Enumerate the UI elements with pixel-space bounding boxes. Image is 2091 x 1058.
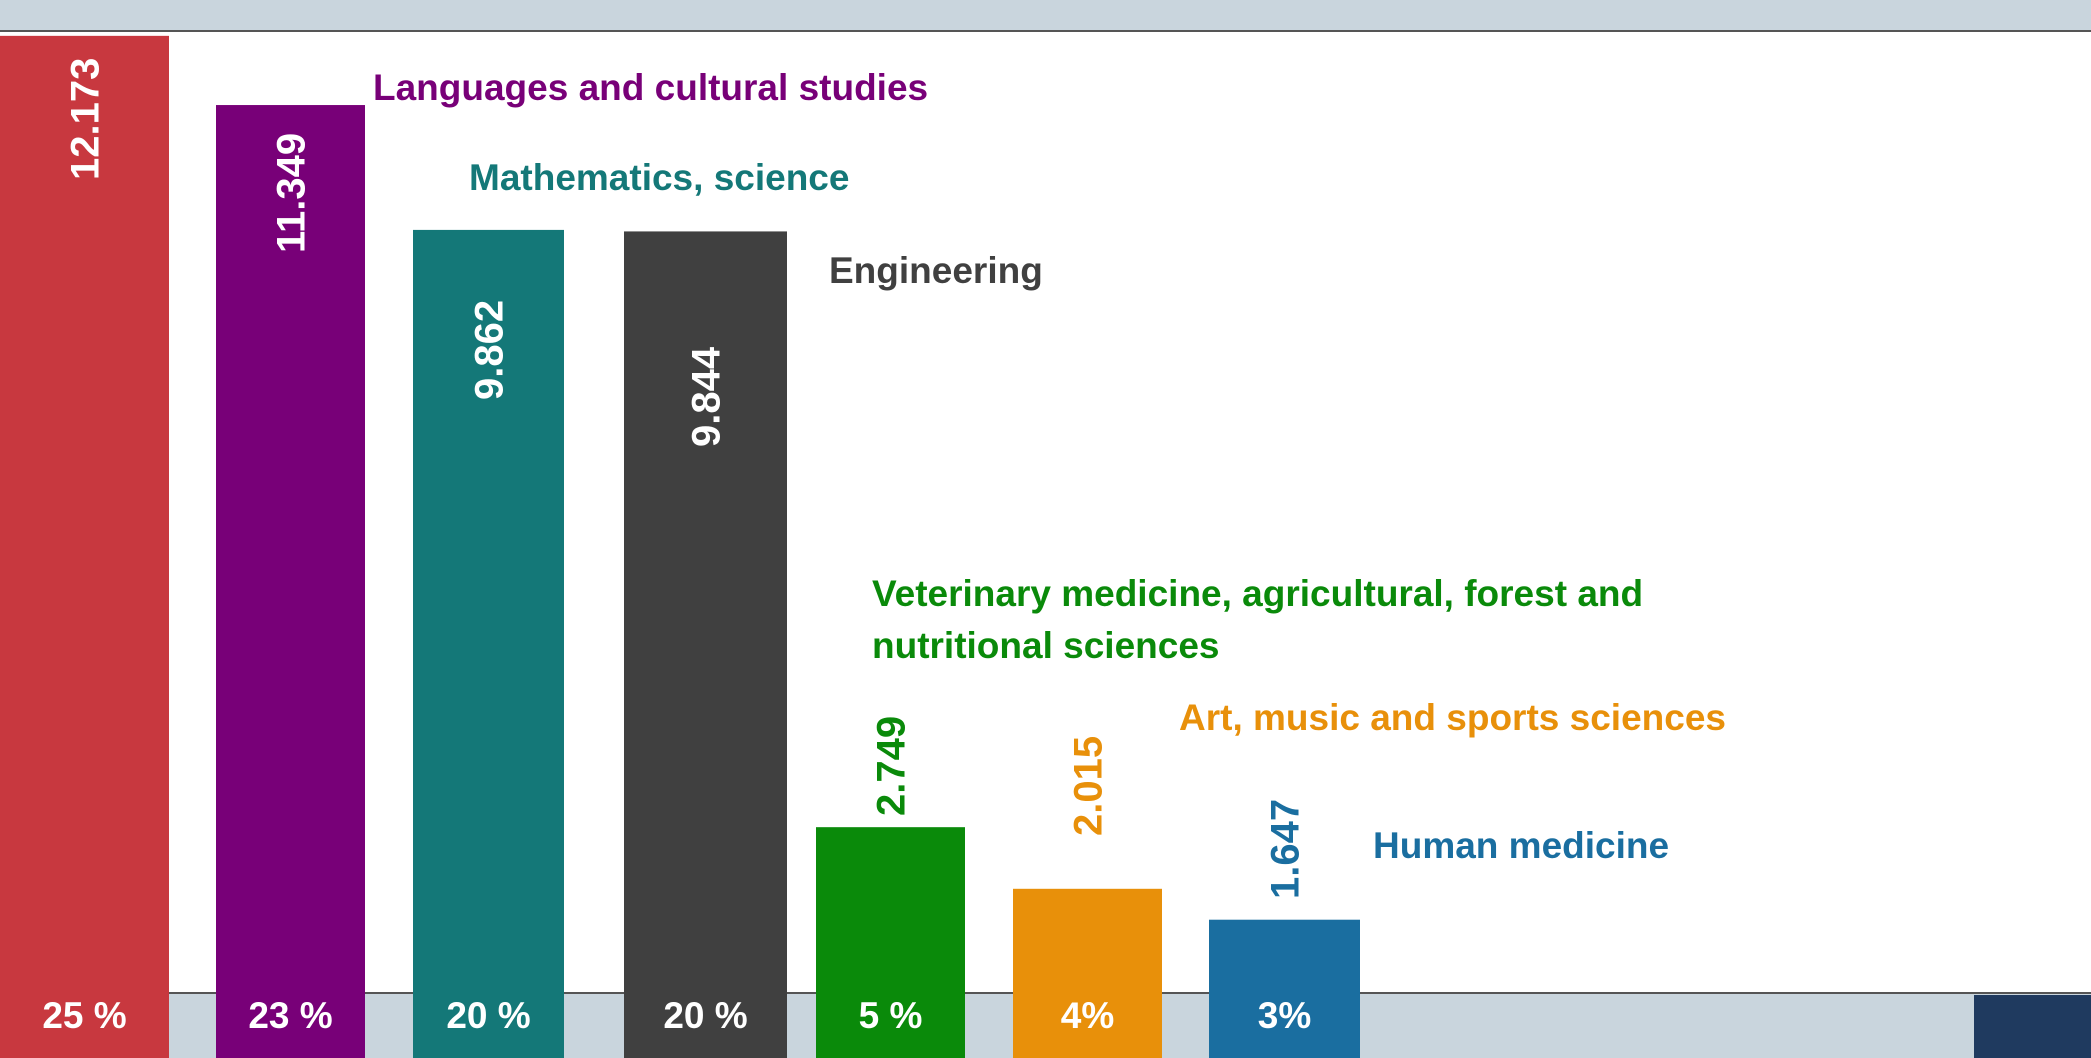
category-label: Engineering <box>829 245 1329 297</box>
percent-label: 20 % <box>446 995 530 1036</box>
value-label: 11.349 <box>270 133 314 253</box>
value-label: 1.647 <box>1264 799 1308 899</box>
category-label: Human medicine <box>1373 820 1973 872</box>
category-label: Mathematics, science <box>469 152 1169 204</box>
value-label: 2.749 <box>870 716 914 816</box>
bar <box>0 36 169 1058</box>
percent-label: 5 % <box>859 995 923 1036</box>
percent-label: 25 % <box>42 995 126 1036</box>
value-label: 9.862 <box>468 300 512 400</box>
value-label: 9.844 <box>685 346 729 447</box>
value-label: 2.015 <box>1067 736 1111 836</box>
top-band <box>0 0 2091 31</box>
corner-box <box>1974 995 2091 1058</box>
percent-label: 20 % <box>663 995 747 1036</box>
category-label: Languages and cultural studies <box>373 62 1173 114</box>
value-label: 12.173 <box>64 58 108 180</box>
percent-label: 4% <box>1061 995 1114 1036</box>
percent-label: 3% <box>1258 995 1311 1036</box>
category-label: Veterinary medicine, agricultural, fores… <box>872 568 1792 672</box>
bar <box>1209 920 1360 1058</box>
category-label: Art, music and sports sciences <box>1179 692 1879 744</box>
percent-label: 23 % <box>248 995 332 1036</box>
slide: 12.173 25 % 11.349 23 % 9.862 20 % 9.844 20 % 2.… <box>0 0 2091 1058</box>
